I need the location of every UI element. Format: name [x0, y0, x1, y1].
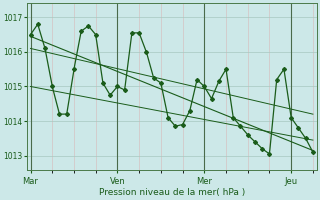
- X-axis label: Pression niveau de la mer( hPa ): Pression niveau de la mer( hPa ): [99, 188, 245, 197]
